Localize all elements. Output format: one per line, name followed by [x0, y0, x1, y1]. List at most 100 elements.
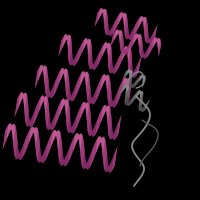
- Polygon shape: [104, 10, 107, 23]
- Polygon shape: [16, 145, 18, 159]
- Polygon shape: [112, 102, 113, 106]
- Polygon shape: [66, 104, 69, 124]
- Polygon shape: [103, 138, 105, 156]
- Polygon shape: [46, 78, 48, 95]
- Polygon shape: [99, 137, 101, 145]
- Polygon shape: [33, 106, 37, 124]
- Polygon shape: [145, 25, 148, 39]
- Polygon shape: [129, 33, 131, 40]
- Polygon shape: [119, 12, 122, 22]
- Polygon shape: [99, 108, 103, 126]
- Polygon shape: [74, 83, 77, 100]
- Polygon shape: [96, 82, 100, 100]
- Polygon shape: [107, 43, 109, 49]
- Polygon shape: [99, 46, 103, 63]
- Polygon shape: [157, 39, 158, 42]
- Polygon shape: [67, 111, 70, 129]
- Polygon shape: [125, 19, 127, 33]
- Polygon shape: [41, 65, 42, 74]
- Polygon shape: [83, 154, 85, 168]
- Polygon shape: [122, 78, 125, 91]
- Polygon shape: [142, 79, 146, 88]
- Polygon shape: [42, 154, 43, 163]
- Polygon shape: [105, 75, 106, 81]
- Polygon shape: [125, 22, 128, 36]
- Polygon shape: [85, 72, 86, 78]
- Polygon shape: [135, 78, 139, 86]
- Polygon shape: [54, 78, 57, 96]
- Polygon shape: [120, 80, 123, 97]
- Polygon shape: [136, 76, 140, 85]
- Polygon shape: [137, 34, 138, 38]
- Polygon shape: [10, 124, 11, 132]
- Polygon shape: [108, 31, 109, 34]
- Polygon shape: [59, 142, 62, 162]
- Polygon shape: [50, 90, 52, 98]
- Polygon shape: [139, 97, 143, 108]
- Polygon shape: [122, 46, 124, 54]
- Polygon shape: [108, 43, 110, 54]
- Polygon shape: [46, 107, 49, 126]
- Polygon shape: [66, 35, 67, 41]
- Polygon shape: [35, 70, 38, 88]
- Polygon shape: [97, 136, 99, 151]
- Polygon shape: [126, 86, 129, 95]
- Polygon shape: [119, 81, 122, 99]
- Polygon shape: [62, 35, 65, 48]
- Polygon shape: [37, 144, 40, 161]
- Polygon shape: [80, 103, 83, 118]
- Polygon shape: [38, 149, 40, 162]
- Polygon shape: [71, 57, 73, 65]
- Polygon shape: [43, 66, 45, 73]
- Polygon shape: [120, 85, 124, 95]
- Polygon shape: [45, 98, 48, 115]
- Polygon shape: [129, 56, 132, 73]
- Polygon shape: [155, 38, 156, 44]
- Polygon shape: [27, 129, 30, 147]
- Polygon shape: [90, 126, 92, 136]
- Polygon shape: [140, 105, 142, 111]
- Polygon shape: [79, 42, 83, 59]
- Polygon shape: [66, 101, 69, 119]
- Polygon shape: [109, 91, 111, 106]
- Polygon shape: [34, 128, 35, 134]
- Polygon shape: [130, 95, 135, 105]
- Polygon shape: [105, 42, 107, 50]
- Polygon shape: [51, 130, 54, 145]
- Polygon shape: [45, 99, 48, 118]
- Polygon shape: [69, 94, 71, 100]
- Polygon shape: [67, 146, 70, 164]
- Polygon shape: [109, 58, 112, 72]
- Polygon shape: [108, 108, 110, 126]
- Polygon shape: [57, 131, 60, 146]
- Polygon shape: [113, 149, 116, 169]
- Polygon shape: [90, 60, 92, 69]
- Polygon shape: [142, 105, 146, 112]
- Polygon shape: [119, 86, 124, 96]
- Polygon shape: [64, 69, 66, 76]
- Polygon shape: [105, 105, 106, 113]
- Polygon shape: [46, 82, 49, 97]
- Polygon shape: [49, 121, 50, 130]
- Polygon shape: [158, 41, 161, 54]
- Polygon shape: [143, 76, 145, 80]
- Polygon shape: [65, 69, 67, 83]
- Polygon shape: [120, 12, 122, 20]
- Polygon shape: [80, 135, 83, 152]
- Polygon shape: [127, 43, 130, 54]
- Polygon shape: [60, 68, 62, 81]
- Polygon shape: [92, 129, 94, 136]
- Polygon shape: [65, 155, 67, 166]
- Polygon shape: [67, 35, 68, 40]
- Polygon shape: [21, 143, 24, 159]
- Polygon shape: [122, 71, 126, 80]
- Polygon shape: [38, 146, 40, 162]
- Polygon shape: [134, 79, 137, 87]
- Polygon shape: [92, 127, 94, 136]
- Polygon shape: [67, 84, 69, 99]
- Polygon shape: [87, 79, 90, 97]
- Polygon shape: [39, 151, 41, 162]
- Polygon shape: [121, 85, 125, 93]
- Polygon shape: [80, 71, 83, 85]
- Polygon shape: [48, 91, 50, 97]
